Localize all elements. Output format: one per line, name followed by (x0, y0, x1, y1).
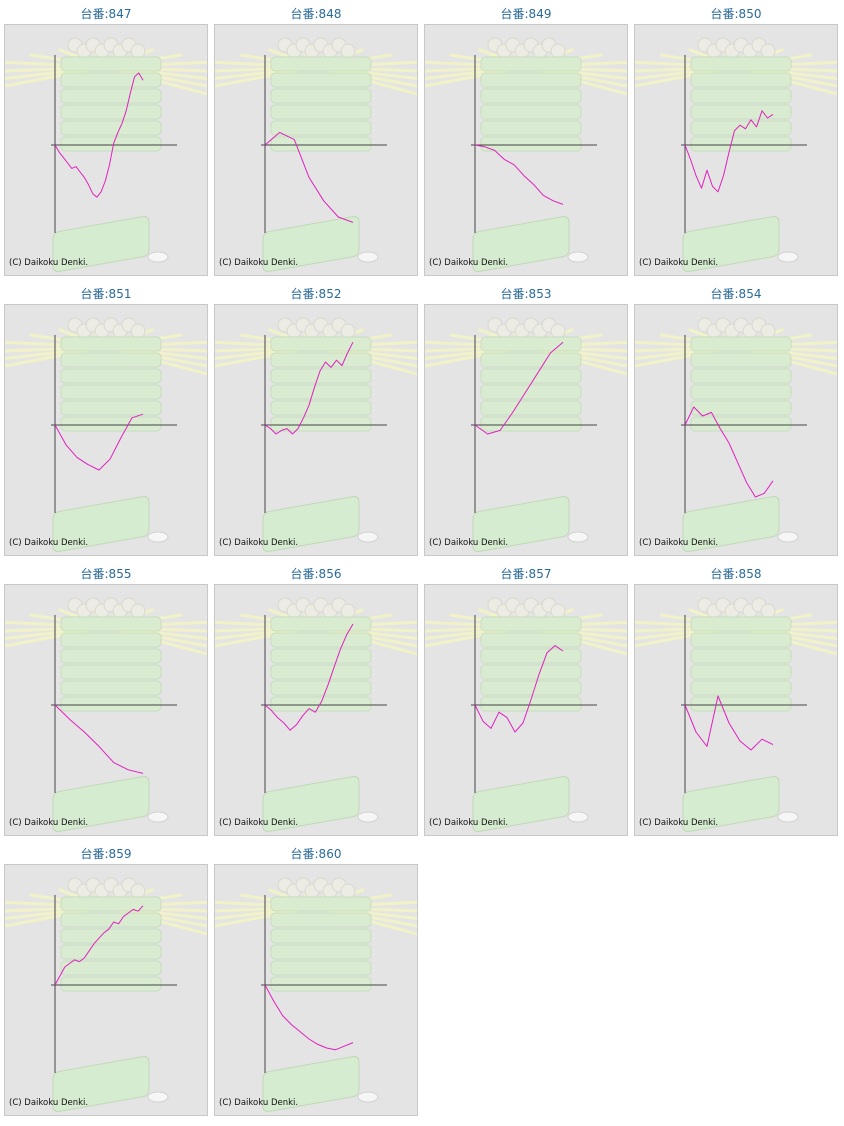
series-line (264, 984, 354, 1051)
machine-number-link[interactable]: 台番:852 (290, 287, 342, 301)
slump-chart: (C) Daikoku Denki. (214, 584, 418, 836)
machine-card: 台番:857 (C) Daikoku Denki. (424, 564, 628, 840)
slump-chart-svg (215, 597, 417, 833)
machine-card: 台番:852 (C) Daikoku Denki. (214, 284, 418, 560)
series-line (54, 704, 144, 774)
series-line (474, 645, 564, 733)
background-illustration (635, 597, 837, 833)
background-illustration (5, 877, 207, 1113)
copyright-text: (C) Daikoku Denki. (429, 818, 509, 828)
machine-number-link[interactable]: 台番:851 (80, 287, 132, 301)
machine-card: 台番:859 (C) Daikoku Denki. (4, 844, 208, 1120)
slump-chart-svg (425, 317, 627, 553)
machine-card: 台番:858 (C) Daikoku Denki. (634, 564, 838, 840)
copyright-text: (C) Daikoku Denki. (9, 258, 89, 268)
slump-chart-svg (635, 317, 837, 553)
background-illustration (425, 597, 627, 833)
slump-chart-svg (215, 37, 417, 273)
copyright-text: (C) Daikoku Denki. (639, 818, 719, 828)
series-line (264, 131, 354, 223)
slump-chart: (C) Daikoku Denki. (634, 584, 838, 836)
slump-chart: (C) Daikoku Denki. (4, 584, 208, 836)
slump-chart: (C) Daikoku Denki. (424, 24, 628, 276)
series-line (54, 905, 144, 986)
machine-number-link[interactable]: 台番:857 (500, 567, 552, 581)
series-line (684, 406, 774, 498)
slump-chart-svg (5, 597, 207, 833)
machine-card: 台番:856 (C) Daikoku Denki. (214, 564, 418, 840)
background-illustration (635, 317, 837, 553)
slump-chart: (C) Daikoku Denki. (214, 864, 418, 1116)
machine-card: 台番:860 (C) Daikoku Denki. (214, 844, 418, 1120)
slump-chart: (C) Daikoku Denki. (424, 304, 628, 556)
copyright-text: (C) Daikoku Denki. (639, 258, 719, 268)
copyright-text: (C) Daikoku Denki. (9, 818, 89, 828)
slump-chart-svg (635, 597, 837, 833)
series-line (264, 623, 354, 731)
machine-number-link[interactable]: 台番:860 (290, 847, 342, 861)
slump-chart: (C) Daikoku Denki. (634, 24, 838, 276)
machine-card: 台番:848 (C) Daikoku Denki. (214, 4, 418, 280)
background-illustration (215, 37, 417, 273)
background-illustration (5, 317, 207, 553)
background-illustration (215, 877, 417, 1113)
slump-chart-svg (425, 37, 627, 273)
machine-number-link[interactable]: 台番:854 (710, 287, 762, 301)
machine-card: 台番:853 (C) Daikoku Denki. (424, 284, 628, 560)
background-illustration (635, 37, 837, 273)
background-illustration (425, 317, 627, 553)
background-illustration (5, 597, 207, 833)
background-illustration (215, 317, 417, 553)
machine-number-link[interactable]: 台番:853 (500, 287, 552, 301)
slump-chart-svg (215, 317, 417, 553)
series-line (474, 144, 564, 205)
series-line (684, 695, 774, 751)
slump-chart: (C) Daikoku Denki. (4, 304, 208, 556)
slump-chart-svg (635, 37, 837, 273)
copyright-text: (C) Daikoku Denki. (639, 538, 719, 548)
series-line (684, 110, 774, 193)
copyright-text: (C) Daikoku Denki. (9, 538, 89, 548)
machine-number-link[interactable]: 台番:847 (80, 7, 132, 21)
series-line (264, 341, 354, 435)
machine-number-link[interactable]: 台番:856 (290, 567, 342, 581)
machine-number-link[interactable]: 台番:859 (80, 847, 132, 861)
copyright-text: (C) Daikoku Denki. (219, 538, 299, 548)
machine-card: 台番:849 (C) Daikoku Denki. (424, 4, 628, 280)
series-line (54, 413, 144, 471)
machine-number-link[interactable]: 台番:848 (290, 7, 342, 21)
slump-chart-svg (215, 877, 417, 1113)
background-illustration (215, 597, 417, 833)
machine-card: 台番:850 (C) Daikoku Denki. (634, 4, 838, 280)
series-line (474, 341, 564, 435)
machine-card: 台番:847 (C) Daikoku Denki. (4, 4, 208, 280)
slump-chart: (C) Daikoku Denki. (214, 24, 418, 276)
copyright-text: (C) Daikoku Denki. (219, 818, 299, 828)
machine-number-link[interactable]: 台番:850 (710, 7, 762, 21)
slump-chart-svg (5, 317, 207, 553)
machine-card: 台番:855 (C) Daikoku Denki. (4, 564, 208, 840)
copyright-text: (C) Daikoku Denki. (219, 258, 299, 268)
background-illustration (5, 37, 207, 273)
background-illustration (425, 37, 627, 273)
machine-number-link[interactable]: 台番:849 (500, 7, 552, 21)
machine-card: 台番:854 (C) Daikoku Denki. (634, 284, 838, 560)
slump-chart-svg (5, 37, 207, 273)
slump-chart-svg (5, 877, 207, 1113)
slump-chart: (C) Daikoku Denki. (4, 864, 208, 1116)
copyright-text: (C) Daikoku Denki. (429, 258, 509, 268)
copyright-text: (C) Daikoku Denki. (429, 538, 509, 548)
copyright-text: (C) Daikoku Denki. (9, 1098, 89, 1108)
machine-number-link[interactable]: 台番:855 (80, 567, 132, 581)
slump-chart: (C) Daikoku Denki. (4, 24, 208, 276)
copyright-text: (C) Daikoku Denki. (219, 1098, 299, 1108)
machine-card: 台番:851 (C) Daikoku Denki. (4, 284, 208, 560)
slump-chart-svg (425, 597, 627, 833)
machine-number-link[interactable]: 台番:858 (710, 567, 762, 581)
series-line (54, 72, 144, 198)
slump-chart: (C) Daikoku Denki. (424, 584, 628, 836)
slump-chart: (C) Daikoku Denki. (214, 304, 418, 556)
slump-chart: (C) Daikoku Denki. (634, 304, 838, 556)
